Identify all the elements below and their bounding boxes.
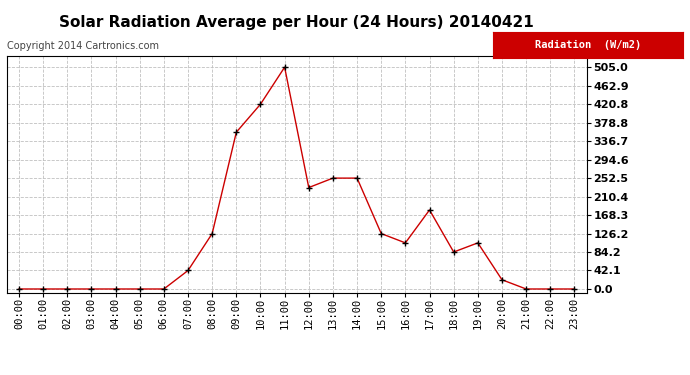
Text: Copyright 2014 Cartronics.com: Copyright 2014 Cartronics.com bbox=[7, 41, 159, 51]
Text: Radiation  (W/m2): Radiation (W/m2) bbox=[535, 40, 641, 50]
Text: Solar Radiation Average per Hour (24 Hours) 20140421: Solar Radiation Average per Hour (24 Hou… bbox=[59, 15, 534, 30]
